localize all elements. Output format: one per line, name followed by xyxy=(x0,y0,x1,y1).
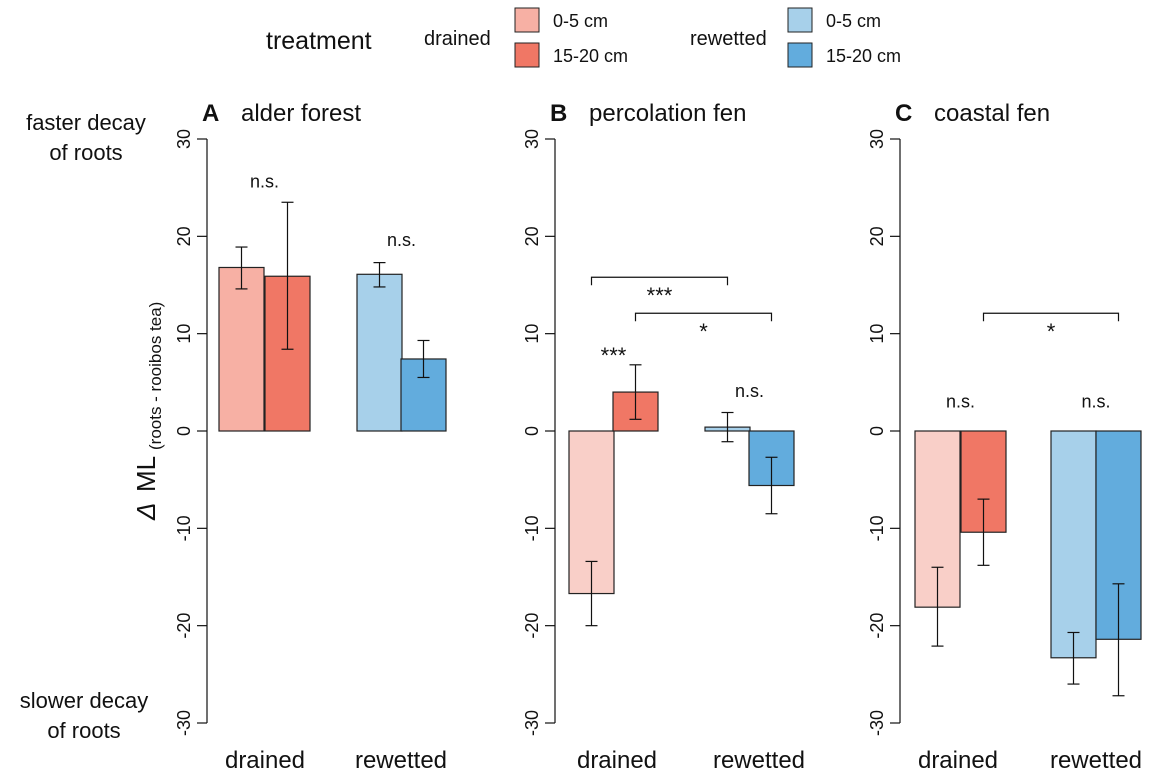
y-tick-label: -20 xyxy=(522,613,542,639)
significance-label: n.s. xyxy=(250,172,279,192)
panel-title: coastal fen xyxy=(934,100,1050,127)
bar xyxy=(400,358,447,432)
legend-swatch-drained-15-20 xyxy=(514,42,540,68)
bar xyxy=(960,430,1007,533)
x-tick-label: rewetted xyxy=(713,747,805,774)
legend: treatment drained 0-5 cm 15-20 cm rewett… xyxy=(266,7,901,68)
bracket-label: * xyxy=(1047,319,1056,344)
x-tick-label: drained xyxy=(918,747,998,774)
side-labels: faster decay of roots slower decay of ro… xyxy=(20,110,148,743)
legend-label-rewetted-15-20: 15-20 cm xyxy=(826,46,901,66)
y-tick-label: 10 xyxy=(522,324,542,344)
y-tick-label: 20 xyxy=(867,226,887,246)
significance-bracket xyxy=(982,312,1120,322)
legend-group-rewetted: rewetted xyxy=(690,28,767,50)
bar xyxy=(1050,430,1097,659)
legend-swatch-rewetted-0-5 xyxy=(787,7,813,33)
y-tick-label: -20 xyxy=(174,613,194,639)
bracket-label: *** xyxy=(647,283,673,308)
y-tick-label: -20 xyxy=(867,613,887,639)
y-axis-title: Δ ML (roots - rooibos tea) xyxy=(131,302,165,521)
x-tick-label: rewetted xyxy=(355,747,447,774)
y-tick-label: 30 xyxy=(522,129,542,149)
side-label-bottom-line1: slower decay xyxy=(20,688,148,713)
y-tick-label: -30 xyxy=(867,710,887,736)
legend-swatch-drained-0-5 xyxy=(514,7,540,33)
significance-bracket xyxy=(590,276,729,286)
side-label-bottom-line2: of roots xyxy=(47,718,120,743)
y-axis-label-sub: (roots - rooibos tea) xyxy=(146,302,165,450)
significance-label: n.s. xyxy=(387,230,416,250)
y-tick-label: 20 xyxy=(174,226,194,246)
panel-letter: C xyxy=(895,100,912,127)
legend-label-rewetted-0-5: 0-5 cm xyxy=(826,11,881,31)
panel-letter: B xyxy=(550,100,567,127)
y-axis-delta: Δ xyxy=(131,503,161,521)
y-tick-label: 0 xyxy=(867,426,887,436)
panel-title: alder forest xyxy=(241,100,361,127)
y-tick-label: 0 xyxy=(522,426,542,436)
legend-label-drained-0-5: 0-5 cm xyxy=(553,11,608,31)
y-axis-label-main: ML xyxy=(131,456,161,492)
bar xyxy=(356,273,403,432)
legend-label-drained-15-20: 15-20 cm xyxy=(553,46,628,66)
y-tick-label: -30 xyxy=(522,710,542,736)
legend-title: treatment xyxy=(266,27,372,55)
y-tick-label: -10 xyxy=(522,515,542,541)
y-tick-label: -10 xyxy=(174,515,194,541)
significance-bracket xyxy=(634,312,773,322)
significance-label: n.s. xyxy=(1081,392,1110,412)
x-tick-label: rewetted xyxy=(1050,747,1142,774)
bracket-label: * xyxy=(699,319,708,344)
legend-group-drained: drained xyxy=(424,28,491,50)
y-tick-label: -30 xyxy=(174,710,194,736)
y-tick-label: 30 xyxy=(174,129,194,149)
panel-title: percolation fen xyxy=(589,100,746,127)
y-tick-label: 0 xyxy=(174,426,194,436)
x-tick-label: drained xyxy=(225,747,305,774)
significance-label: n.s. xyxy=(946,392,975,412)
bar xyxy=(218,266,265,432)
y-tick-label: 10 xyxy=(867,324,887,344)
y-tick-label: 20 xyxy=(522,226,542,246)
significance-label: *** xyxy=(601,343,627,368)
significance-label: n.s. xyxy=(735,381,764,401)
side-label-top-line1: faster decay xyxy=(26,110,146,135)
panel-letter: A xyxy=(202,100,219,127)
legend-swatch-rewetted-15-20 xyxy=(787,42,813,68)
y-tick-label: -10 xyxy=(867,515,887,541)
x-tick-label: drained xyxy=(577,747,657,774)
y-tick-label: 30 xyxy=(867,129,887,149)
y-tick-label: 10 xyxy=(174,324,194,344)
side-label-top-line2: of roots xyxy=(49,140,122,165)
